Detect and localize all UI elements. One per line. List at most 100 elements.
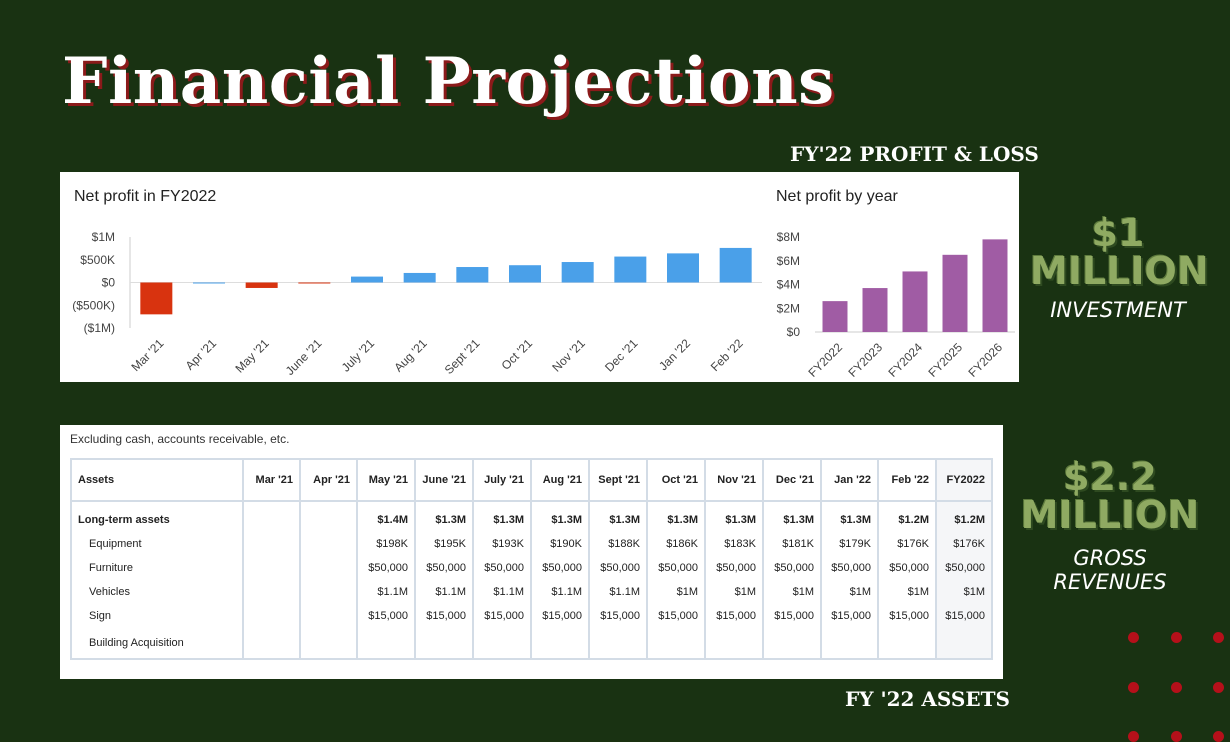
table-cell: $15,000	[935, 604, 993, 628]
table-cell: $1.1M	[414, 580, 474, 604]
profit-chart-panel: Net profit in FY2022 Net profit by year …	[60, 172, 1019, 382]
table-cell: $50,000	[530, 556, 590, 580]
table-cell	[299, 604, 358, 628]
table-cell: $15,000	[356, 604, 416, 628]
row-label: Furniture	[70, 556, 244, 580]
table-cell	[299, 532, 358, 556]
table-cell: $15,000	[704, 604, 764, 628]
table-cell	[762, 628, 822, 660]
table-row: Furniture $50,000 $50,000 $50,000 $50,000 $50…	[70, 556, 993, 580]
revenue-caption-line1: GROSS	[1073, 546, 1147, 570]
table-cell: $15,000	[414, 604, 474, 628]
table-cell: $1M	[762, 580, 822, 604]
y-tick-label: $4M	[777, 278, 800, 292]
table-cell: $1M	[877, 580, 937, 604]
table-row-long-term-assets: Long-term assets $1.4M $1.3M $1.3M $1.3M $1.3…	[70, 508, 993, 532]
table-cell	[588, 628, 648, 660]
table-cell: $15,000	[877, 604, 937, 628]
table-cell: $176K	[877, 532, 937, 556]
decorative-dot	[1171, 731, 1182, 742]
table-cell	[588, 501, 648, 508]
table-cell: $1M	[935, 580, 993, 604]
y-tick-label: $500K	[80, 253, 115, 267]
table-cell	[70, 501, 244, 508]
bar	[862, 288, 888, 332]
bar	[245, 282, 278, 288]
column-header: Assets	[70, 458, 244, 502]
x-tick-label: Sept '21	[442, 336, 483, 377]
column-header: Oct '21	[646, 458, 706, 502]
table-cell	[242, 604, 301, 628]
x-tick-label: June '21	[283, 336, 325, 378]
assets-table-panel: Excluding cash, accounts receivable, etc…	[60, 425, 1003, 679]
table-cell	[414, 628, 474, 660]
table-cell	[935, 628, 993, 660]
net-profit-fy2022-title: Net profit in FY2022	[74, 188, 217, 205]
table-cell: $1M	[704, 580, 764, 604]
column-header: June '21	[414, 458, 474, 502]
bar	[298, 282, 331, 284]
table-cell: $15,000	[820, 604, 879, 628]
table-cell: $179K	[820, 532, 879, 556]
table-cell	[242, 628, 301, 660]
table-cell: $195K	[414, 532, 474, 556]
table-cell	[646, 501, 706, 508]
table-cell	[299, 501, 358, 508]
row-label: Vehicles	[70, 580, 244, 604]
table-cell: $15,000	[530, 604, 590, 628]
decorative-dot	[1213, 682, 1224, 693]
table-cell: $15,000	[472, 604, 532, 628]
investment-callout: $1 MILLION INVESTMENT	[1030, 214, 1209, 322]
table-cell: $50,000	[762, 556, 822, 580]
y-tick-label: $6M	[777, 254, 800, 268]
decorative-dot	[1213, 731, 1224, 742]
assets-heading: FY '22 ASSETS	[845, 687, 1010, 711]
y-tick-label: $2M	[777, 301, 800, 315]
table-cell: $50,000	[414, 556, 474, 580]
table-cell: $188K	[588, 532, 648, 556]
table-cell	[820, 501, 879, 508]
table-cell	[242, 580, 301, 604]
table-cell: $50,000	[472, 556, 532, 580]
table-cell: $1.4M	[356, 508, 416, 532]
x-tick-label: FY2025	[926, 340, 966, 380]
decorative-dot	[1128, 731, 1139, 742]
x-tick-label: Dec '21	[602, 336, 641, 375]
bar	[509, 265, 541, 283]
profit-loss-heading: FY'22 PROFIT & LOSS	[790, 142, 1039, 166]
table-cell: $50,000	[356, 556, 416, 580]
y-tick-label: $0	[787, 325, 801, 339]
table-note: Excluding cash, accounts receivable, etc…	[70, 432, 290, 446]
table-cell: $1.3M	[588, 508, 648, 532]
table-cell: $15,000	[588, 604, 648, 628]
table-cell	[299, 628, 358, 660]
table-cell: $50,000	[588, 556, 648, 580]
table-cell	[530, 628, 590, 660]
page-title: Financial Projections	[62, 44, 835, 119]
x-tick-label: FY2024	[886, 340, 926, 380]
table-cell: $1.3M	[472, 508, 532, 532]
table-row: Vehicles $1.1M $1.1M $1.1M $1.1M $1.1M $1M $1M $…	[70, 580, 993, 604]
decorative-dot	[1128, 632, 1139, 643]
bar	[561, 262, 594, 283]
revenue-unit: MILLION	[1020, 493, 1200, 537]
table-cell: $1.1M	[588, 580, 648, 604]
table-header-row: Assets Mar '21 Apr '21 May '21 June '21 …	[70, 458, 993, 502]
table-cell	[646, 628, 706, 660]
table-cell: $1.3M	[820, 508, 879, 532]
x-tick-label: FY2023	[846, 340, 886, 380]
table-cell: $183K	[704, 532, 764, 556]
bar	[456, 267, 489, 283]
table-cell: $50,000	[704, 556, 764, 580]
x-tick-label: Jan '22	[656, 336, 693, 373]
table-cell: $1.3M	[646, 508, 706, 532]
table-cell	[242, 532, 301, 556]
row-label: Equipment	[70, 532, 244, 556]
column-header: FY2022	[935, 458, 993, 502]
table-cell: $1.3M	[414, 508, 474, 532]
table-row: Equipment $198K $195K $193K $190K $188K $186K $…	[70, 532, 993, 556]
net-profit-by-year-title: Net profit by year	[776, 188, 898, 205]
column-header: Aug '21	[530, 458, 590, 502]
column-header: Jan '22	[820, 458, 879, 502]
table-cell: $50,000	[877, 556, 937, 580]
